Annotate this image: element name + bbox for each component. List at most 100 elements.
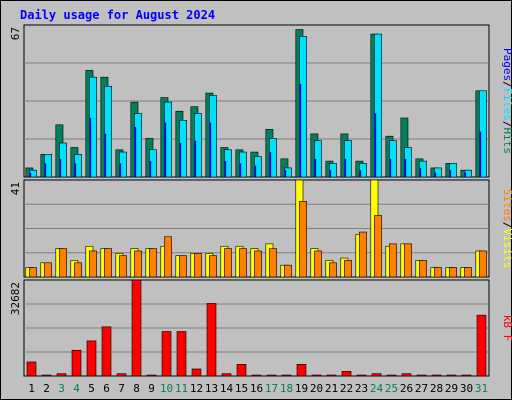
x-tick-label: 29: [445, 382, 458, 395]
sites-bar: [284, 264, 292, 278]
pages-bar: [239, 163, 242, 177]
sites-bar: [104, 248, 112, 278]
sites-bar: [329, 262, 337, 278]
files-bar: [314, 140, 322, 178]
y-max-label: 67: [9, 27, 22, 40]
pages-bar: [44, 163, 47, 177]
kbytes-bar: [311, 374, 322, 377]
sites-bar: [464, 267, 472, 278]
sites-bar: [149, 248, 157, 278]
files-bar: [134, 113, 142, 178]
kbytes-bar: [446, 374, 457, 377]
series-label-hits-files-pages: Pages/Files/Hits: [501, 48, 512, 154]
x-tick-label: 7: [118, 382, 125, 395]
x-tick-label: 8: [133, 382, 140, 395]
files-bar: [419, 160, 427, 178]
kbytes-bar: [131, 279, 142, 377]
series-label-part: [501, 328, 512, 335]
x-tick-label: 11: [175, 382, 188, 395]
series-label-part: Visits: [501, 229, 512, 269]
series-label-part: F: [501, 335, 512, 342]
kbytes-bar: [296, 363, 307, 377]
pages-bar: [59, 158, 62, 177]
kbytes-bar: [236, 363, 247, 377]
kbytes-bar: [476, 314, 487, 377]
series-label-part: /: [501, 121, 512, 128]
kbytes-bar: [41, 374, 52, 377]
pages-bar: [419, 167, 422, 177]
series-label-part: Sites: [501, 189, 512, 222]
kbytes-bar: [401, 373, 412, 377]
files-bar: [104, 85, 112, 178]
pages-bar: [329, 170, 332, 177]
x-tick-label: 22: [340, 382, 353, 395]
pages-bar: [284, 170, 287, 177]
sites-bar: [179, 255, 187, 278]
files-bar: [359, 163, 367, 178]
x-tick-label: 3: [58, 382, 65, 395]
sites-bar: [239, 248, 247, 278]
kbytes-bar: [281, 374, 292, 377]
files-bar: [224, 149, 232, 178]
pages-bar: [119, 163, 122, 177]
pages-bar: [179, 142, 182, 177]
pages-bar: [464, 172, 467, 177]
sites-bar: [374, 215, 382, 278]
files-bar: [254, 156, 262, 178]
x-tick-label: 21: [325, 382, 338, 395]
sites-bar: [359, 231, 367, 278]
x-tick-label: 24: [370, 382, 384, 395]
sites-bar: [119, 255, 127, 278]
kbytes-bar: [326, 374, 337, 377]
series-label-part: /: [501, 81, 512, 88]
pages-bar: [389, 158, 392, 177]
x-tick-label: 6: [103, 382, 110, 395]
pages-bar: [374, 113, 377, 177]
pages-bar: [434, 172, 437, 177]
kbytes-bar: [371, 373, 382, 377]
pages-bar: [359, 170, 362, 177]
files-bar: [404, 147, 412, 178]
sites-bar: [29, 267, 37, 278]
files-bar: [389, 140, 397, 178]
x-tick-label: 15: [235, 382, 248, 395]
series-label-part: Files: [501, 88, 512, 121]
series-label-kbytes: kB F: [501, 315, 512, 342]
kbytes-bar: [26, 361, 37, 377]
x-tick-label: 13: [205, 382, 218, 395]
kbytes-bar: [206, 303, 217, 377]
files-bar: [44, 154, 52, 178]
files-bar: [239, 151, 247, 178]
files-bar: [284, 167, 292, 178]
series-label-part: kB: [501, 315, 512, 329]
pages-bar: [134, 127, 137, 177]
sites-bar: [254, 250, 262, 278]
pages-bar: [209, 122, 212, 177]
files-bar: [479, 90, 487, 178]
files-bar: [89, 76, 97, 178]
pages-bar: [269, 152, 272, 177]
kbytes-bar: [386, 374, 397, 377]
x-tick-label: 28: [430, 382, 443, 395]
series-label-part: /: [501, 222, 512, 229]
kbytes-bar: [86, 340, 97, 377]
kbytes-bar: [71, 349, 82, 377]
x-tick-label: 14: [220, 382, 234, 395]
kbytes-bar: [146, 374, 157, 377]
x-tick-label: 23: [355, 382, 368, 395]
kbytes-bar: [191, 368, 202, 377]
x-tick-label: 2: [43, 382, 50, 395]
files-bar: [194, 113, 202, 178]
sites-bar: [299, 200, 307, 278]
files-bar: [464, 169, 472, 178]
x-tick-label: 10: [160, 382, 173, 395]
chart-title: Daily usage for August 2024: [20, 8, 215, 22]
x-tick-label: 30: [460, 382, 473, 395]
x-tick-label: 4: [73, 382, 80, 395]
pages-bar: [29, 172, 32, 177]
x-tick-label: 1: [28, 382, 35, 395]
x-tick-label: 9: [148, 382, 155, 395]
files-bar: [299, 36, 307, 178]
x-tick-label: 5: [88, 382, 95, 395]
